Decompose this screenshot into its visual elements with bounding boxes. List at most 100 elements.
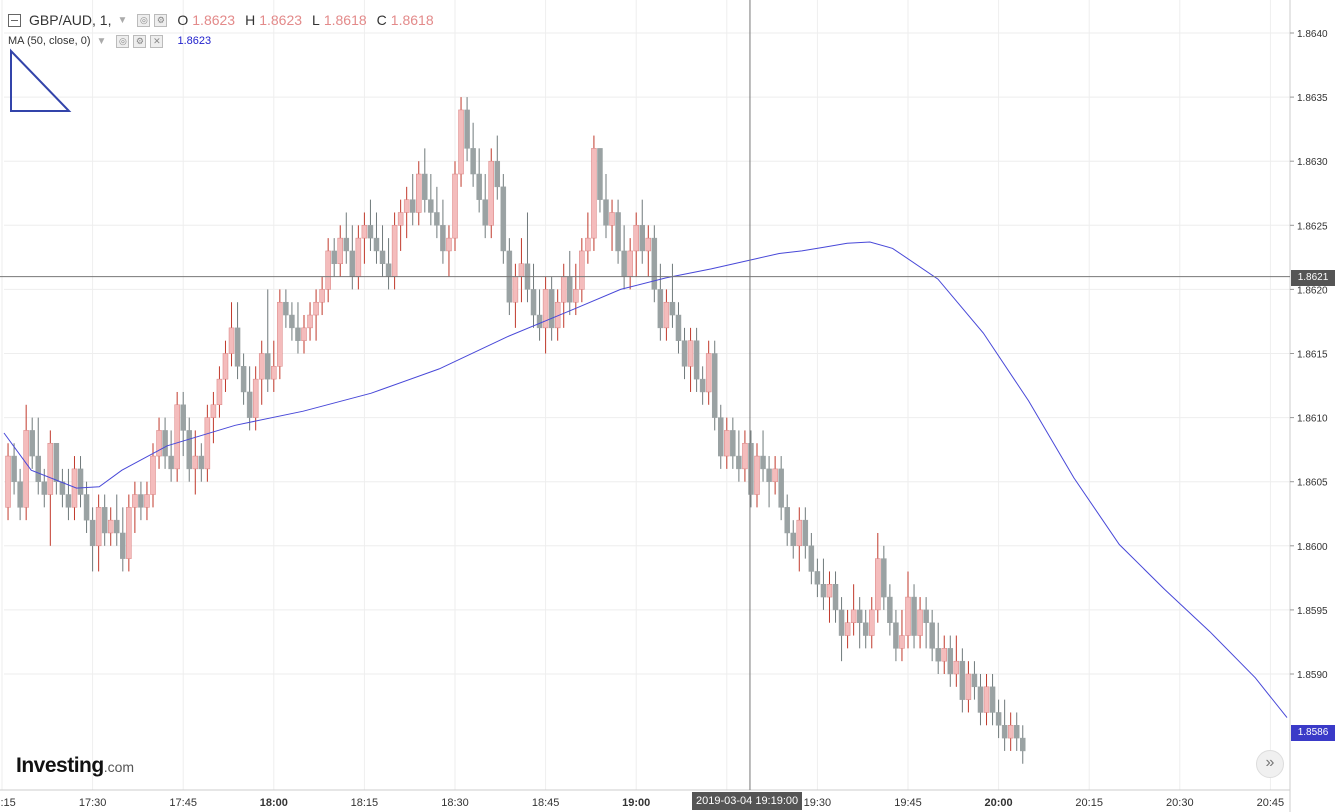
candle: [162, 417, 168, 469]
candle-body: [458, 109, 464, 175]
candle-body: [887, 596, 893, 623]
candle-body: [204, 417, 211, 470]
candle: [11, 443, 17, 495]
eye-icon[interactable]: ◎: [116, 34, 130, 48]
candle-body: [923, 609, 929, 623]
candle-body: [337, 237, 343, 265]
candle: [1020, 725, 1026, 764]
candle: [609, 199, 615, 251]
candle: [216, 366, 223, 418]
candle: [760, 430, 766, 482]
candle: [905, 571, 911, 649]
candle-body: [17, 481, 23, 508]
candle-body: [107, 519, 114, 534]
candle-body: [718, 417, 724, 457]
candle-body: [862, 622, 869, 636]
candle-body: [222, 353, 229, 380]
candle-body: [77, 468, 84, 495]
y-tick-label: 1.8630: [1297, 157, 1328, 168]
candle: [989, 674, 996, 726]
candle: [639, 199, 645, 264]
x-tick-label: 19:30: [804, 797, 832, 809]
candle: [289, 302, 295, 341]
candle-body: [681, 340, 688, 367]
candle-body: [536, 314, 543, 329]
candle: [277, 289, 283, 380]
candle: [488, 148, 494, 239]
candle-body: [192, 455, 199, 470]
candle-body: [560, 276, 567, 303]
candle-body: [35, 455, 41, 482]
candle-body: [265, 353, 271, 380]
chart-legend: GBP/AUD, 1, ▼ ◎ ⚙ O 1.8623 H 1.8623 L 1.861…: [8, 10, 434, 50]
candle-body: [977, 686, 984, 713]
investing-logo[interactable]: Investing.com: [16, 754, 134, 778]
candle-body: [5, 455, 11, 508]
candle-body: [633, 225, 639, 252]
symbol-menu-chevron-icon[interactable]: ▼: [117, 14, 128, 26]
candle-body: [826, 584, 833, 598]
scroll-to-latest-button[interactable]: »: [1256, 750, 1284, 778]
high-label: H: [245, 12, 256, 28]
candle: [47, 430, 54, 546]
candle-body: [53, 442, 60, 482]
candle-body: [832, 584, 839, 611]
candle-body: [609, 212, 615, 226]
candle: [409, 174, 416, 226]
candle-body: [808, 545, 815, 572]
candle: [772, 456, 778, 495]
collapse-legend-icon[interactable]: [8, 13, 21, 27]
ma-menu-chevron-icon[interactable]: ▼: [96, 35, 107, 47]
candle-body: [397, 212, 404, 226]
candle-body: [277, 301, 283, 367]
candle-body: [518, 263, 525, 277]
candle: [530, 263, 537, 328]
candle: [911, 584, 917, 649]
eye-icon[interactable]: ◎: [137, 13, 151, 27]
candle: [681, 327, 688, 380]
candle-body: [240, 366, 247, 393]
candle-body: [446, 237, 452, 252]
candle-body: [174, 404, 180, 470]
y-tick-label: 1.8605: [1297, 478, 1328, 489]
candle: [313, 289, 319, 341]
ma-label[interactable]: MA (50, close, 0): [8, 35, 91, 47]
candle-body: [295, 327, 301, 341]
candle: [585, 212, 591, 264]
candle-body: [186, 430, 192, 470]
candle-body: [120, 532, 126, 559]
candle: [114, 494, 120, 546]
candle: [748, 430, 754, 508]
candle-body: [760, 455, 766, 470]
candle: [718, 404, 724, 469]
candle: [17, 468, 23, 521]
drawing-tool-triangle[interactable]: [10, 48, 72, 112]
candle-body: [772, 468, 778, 482]
candle-body: [349, 250, 356, 277]
candle: [89, 507, 96, 572]
candle-body: [573, 289, 579, 303]
candle: [29, 417, 35, 469]
candle-body: [699, 378, 706, 393]
candle-body: [246, 391, 253, 418]
symbol-label[interactable]: GBP/AUD, 1,: [29, 12, 112, 28]
candle-body: [144, 494, 150, 508]
triangle-drawing[interactable]: [10, 48, 72, 112]
x-tick-label: 18:45: [532, 797, 560, 809]
x-tick-label: 18:15: [351, 797, 379, 809]
candle-body: [162, 430, 168, 457]
candle-body: [41, 481, 48, 495]
candle-body: [180, 404, 186, 431]
close-icon[interactable]: ✕: [150, 34, 164, 48]
candles: [5, 97, 1026, 764]
settings-icon[interactable]: ⚙: [154, 13, 168, 27]
candle: [307, 302, 313, 341]
candle-body: [639, 225, 645, 252]
candle: [156, 417, 162, 469]
candle: [385, 238, 392, 290]
candle: [657, 263, 664, 341]
settings-icon[interactable]: ⚙: [133, 34, 147, 48]
candle: [953, 635, 960, 687]
